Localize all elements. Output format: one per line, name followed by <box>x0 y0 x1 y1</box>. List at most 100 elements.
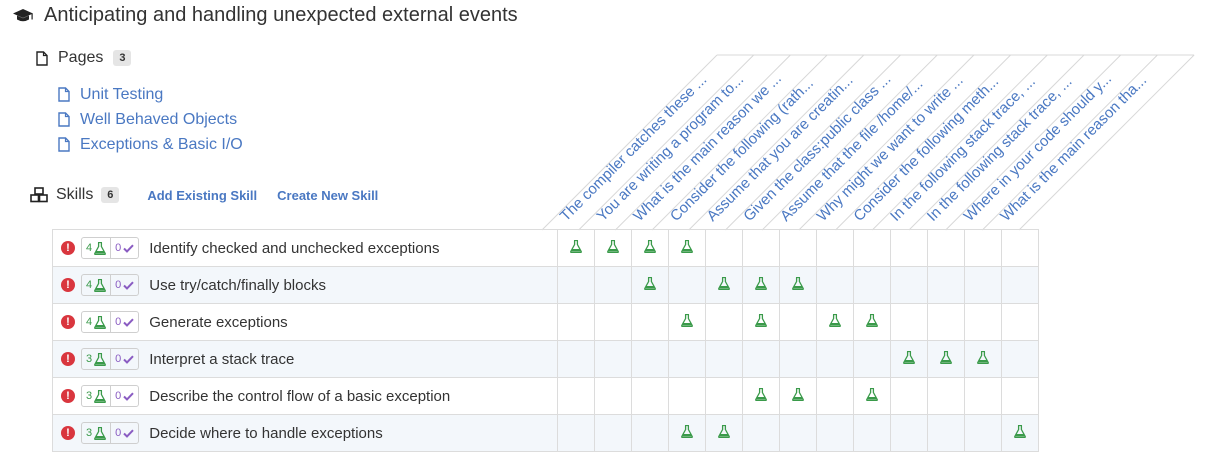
matrix-cell[interactable] <box>779 266 817 304</box>
skill-name[interactable]: Interpret a stack trace <box>149 350 295 368</box>
matrix-cell[interactable] <box>668 303 706 341</box>
matrix-cell[interactable] <box>631 266 669 304</box>
matrix-cell[interactable] <box>890 340 928 378</box>
matrix-cell[interactable] <box>853 414 891 452</box>
page-link-well-behaved-objects[interactable]: Well Behaved Objects <box>58 107 243 132</box>
matrix-cell[interactable] <box>964 229 1002 267</box>
matrix-cell[interactable] <box>927 229 965 267</box>
matrix-cell[interactable] <box>557 377 595 415</box>
matrix-cell[interactable] <box>742 340 780 378</box>
matrix-cell[interactable] <box>816 377 854 415</box>
matrix-cell[interactable] <box>668 340 706 378</box>
page-link-label[interactable]: Exceptions & Basic I/O <box>80 135 243 153</box>
matrix-cell[interactable] <box>927 266 965 304</box>
matrix-cell[interactable] <box>779 229 817 267</box>
add-existing-skill-button[interactable]: Add Existing Skill <box>147 187 258 203</box>
matrix-cell[interactable] <box>816 229 854 267</box>
matrix-cell[interactable] <box>964 377 1002 415</box>
matrix-cell[interactable] <box>927 340 965 378</box>
matrix-cell[interactable] <box>853 229 891 267</box>
matrix-cell[interactable] <box>705 266 743 304</box>
matrix-cell[interactable] <box>1001 414 1039 452</box>
matrix-cell[interactable] <box>779 377 817 415</box>
skill-name[interactable]: Generate exceptions <box>149 313 288 331</box>
matrix-cell[interactable] <box>890 229 928 267</box>
matrix-cell[interactable] <box>779 303 817 341</box>
matrix-cell[interactable] <box>631 340 669 378</box>
matrix-cell[interactable] <box>742 377 780 415</box>
page-link-label[interactable]: Well Behaved Objects <box>80 110 238 128</box>
matrix-cell[interactable] <box>1001 340 1039 378</box>
matrix-cell[interactable] <box>668 377 706 415</box>
page-link-exceptions-basic-io[interactable]: Exceptions & Basic I/O <box>58 132 243 157</box>
matrix-cell[interactable] <box>890 303 928 341</box>
column-divider <box>578 54 755 231</box>
matrix-cell[interactable] <box>779 340 817 378</box>
matrix-cell[interactable] <box>816 414 854 452</box>
matrix-cell[interactable] <box>631 377 669 415</box>
matrix-cell[interactable] <box>964 303 1002 341</box>
create-new-skill-button[interactable]: Create New Skill <box>277 187 379 203</box>
matrix-cell[interactable] <box>816 340 854 378</box>
matrix-cell[interactable] <box>890 414 928 452</box>
matrix-cell[interactable] <box>557 303 595 341</box>
matrix-cell[interactable] <box>668 266 706 304</box>
matrix-cell[interactable] <box>927 377 965 415</box>
matrix-cell[interactable] <box>705 340 743 378</box>
matrix-cell[interactable] <box>853 377 891 415</box>
matrix-cell[interactable] <box>927 414 965 452</box>
matrix-cell[interactable] <box>816 266 854 304</box>
matrix-cell[interactable] <box>964 340 1002 378</box>
matrix-cell[interactable] <box>705 303 743 341</box>
skill-name[interactable]: Identify checked and unchecked exception… <box>149 239 440 257</box>
matrix-cell[interactable] <box>964 414 1002 452</box>
matrix-cell[interactable] <box>853 303 891 341</box>
page-link-unit-testing[interactable]: Unit Testing <box>58 82 243 107</box>
matrix-cell[interactable] <box>668 229 706 267</box>
matrix-cell[interactable] <box>631 303 669 341</box>
matrix-cell[interactable] <box>1001 266 1039 304</box>
matrix-cell[interactable] <box>742 266 780 304</box>
matrix-cell[interactable] <box>594 229 632 267</box>
matrix-cell[interactable] <box>1001 377 1039 415</box>
matrix-cell[interactable] <box>594 377 632 415</box>
matrix-cell[interactable] <box>742 303 780 341</box>
matrix-cell[interactable] <box>557 229 595 267</box>
matrix-cell[interactable] <box>631 414 669 452</box>
matrix-cell[interactable] <box>890 266 928 304</box>
matrix-cell[interactable] <box>853 266 891 304</box>
matrix-cell[interactable] <box>631 229 669 267</box>
matrix-cell[interactable] <box>557 414 595 452</box>
matrix-cell[interactable] <box>964 266 1002 304</box>
matrix-cell[interactable] <box>1001 303 1039 341</box>
matrix-cell[interactable] <box>816 303 854 341</box>
matrix-cell[interactable] <box>705 377 743 415</box>
skill-name[interactable]: Use try/catch/finally blocks <box>149 276 326 294</box>
question-count-value: 3 <box>86 390 93 402</box>
matrix-cell[interactable] <box>742 229 780 267</box>
matrix-cell[interactable] <box>668 414 706 452</box>
matrix-cell[interactable] <box>705 414 743 452</box>
matrix-cell[interactable] <box>557 340 595 378</box>
matrix-cell[interactable] <box>594 414 632 452</box>
matrix-cell[interactable] <box>1001 229 1039 267</box>
page-link-label[interactable]: Unit Testing <box>80 85 164 103</box>
matrix-cell[interactable] <box>594 340 632 378</box>
matrix-cell[interactable] <box>927 303 965 341</box>
matrix-cell[interactable] <box>853 340 891 378</box>
matrix-cell[interactable] <box>594 266 632 304</box>
matrix-cell[interactable] <box>594 303 632 341</box>
matrix-cell[interactable] <box>557 266 595 304</box>
matrix-cell[interactable] <box>779 414 817 452</box>
matrix-cell[interactable] <box>890 377 928 415</box>
matrix-cell[interactable] <box>705 229 743 267</box>
matrix-cell[interactable] <box>742 414 780 452</box>
skill-name[interactable]: Decide where to handle exceptions <box>149 424 383 442</box>
skill-name[interactable]: Describe the control flow of a basic exc… <box>149 387 451 405</box>
